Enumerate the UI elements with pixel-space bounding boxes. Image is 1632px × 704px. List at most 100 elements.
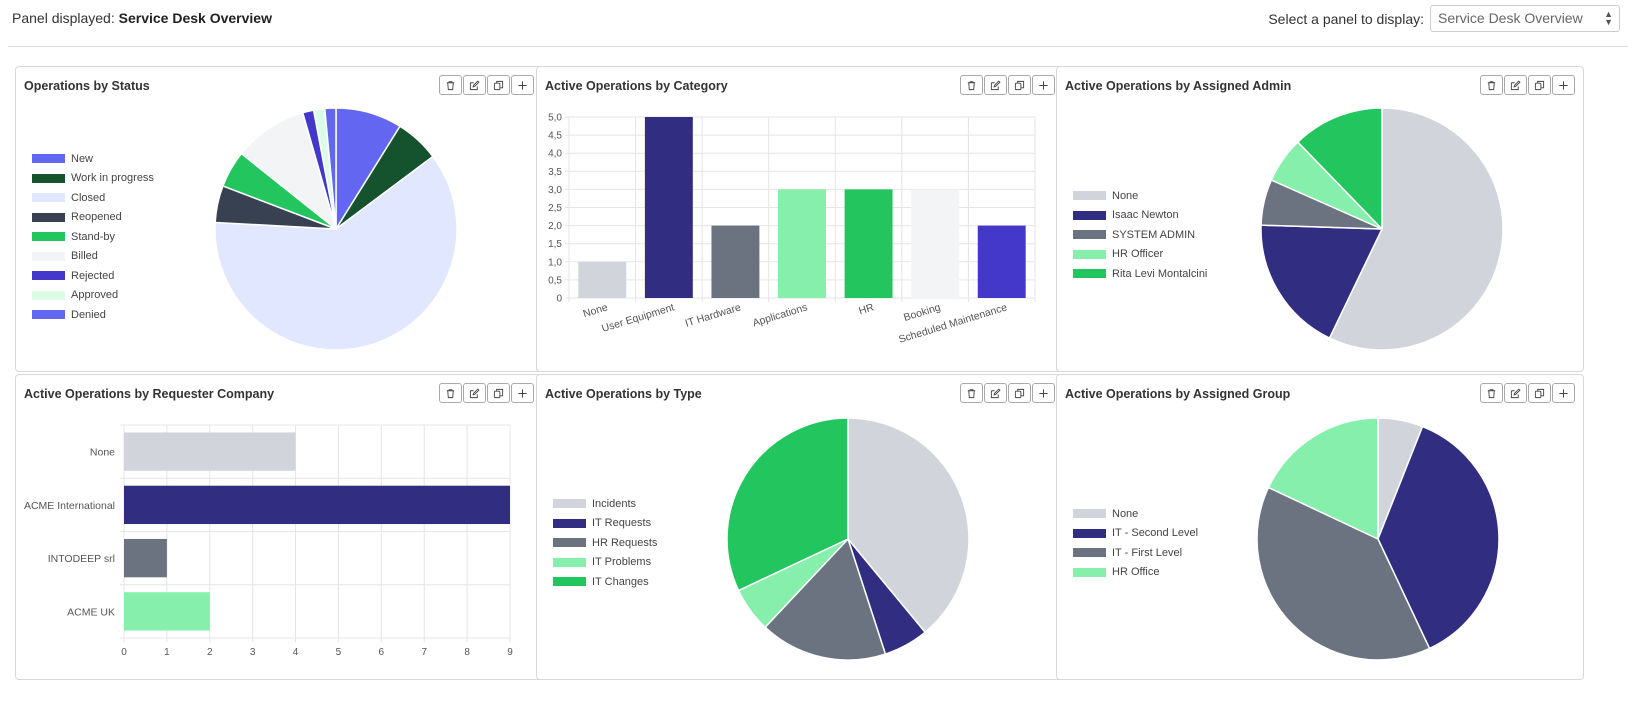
widget-title: Active Operations by Assigned Admin [1065, 79, 1292, 93]
pie-slice-denied[interactable] [323, 107, 337, 230]
edit-widget-button[interactable] [1504, 75, 1527, 95]
legend-item[interactable]: New [32, 149, 154, 169]
pie-slice-hr-office[interactable] [1267, 417, 1379, 541]
pie-slice-it-first-level[interactable] [1256, 486, 1431, 661]
trash-widget-button[interactable] [1480, 383, 1503, 403]
legend-item[interactable]: IT - Second Level [1073, 524, 1198, 544]
plus-widget-button[interactable] [1032, 75, 1055, 95]
legend-item[interactable]: IT - First Level [1073, 543, 1198, 563]
edit-widget-button[interactable] [1504, 383, 1527, 403]
edit-widget-button[interactable] [463, 75, 486, 95]
x-tick-label: 6 [379, 647, 385, 658]
legend-label: IT - First Level [1112, 546, 1183, 559]
edit-widget-button[interactable] [984, 75, 1007, 95]
x-tick-label: None [582, 301, 610, 320]
trash-widget-button[interactable] [1480, 75, 1503, 95]
x-tick-label: 9 [507, 647, 513, 658]
pie-slice-billed[interactable] [240, 111, 338, 232]
bar-intodeep-srl[interactable] [124, 538, 167, 578]
x-tick-label: Applications [751, 301, 809, 329]
x-tick-label: Booking [902, 301, 942, 324]
y-tick-label: INTODEEP srl [48, 553, 115, 565]
legend-item[interactable]: Work in progress [32, 169, 154, 189]
pie-slice-hr-requests[interactable] [764, 537, 887, 661]
pie-slice-it-second-level[interactable] [1377, 425, 1500, 650]
legend-item[interactable]: IT Problems [553, 553, 657, 573]
trash-widget-button[interactable] [439, 383, 462, 403]
legend-label: Billed [71, 250, 98, 263]
legend-item[interactable]: HR Requests [553, 533, 657, 553]
bar-applications[interactable] [778, 189, 826, 298]
bar-user-equipment[interactable] [644, 117, 693, 298]
copy-widget-button[interactable] [487, 383, 510, 403]
legend-item[interactable]: HR Office [1073, 563, 1198, 583]
legend-swatch [553, 557, 586, 567]
legend-item[interactable]: Incidents [553, 494, 657, 514]
legend-swatch [32, 154, 65, 164]
legend-swatch [32, 193, 65, 203]
legend-item[interactable]: None [1073, 186, 1207, 206]
pie-slice-none[interactable] [1328, 107, 1504, 351]
bar-scheduled-maintenance[interactable] [977, 225, 1026, 298]
widget-operations-by-status: Operations by Status New Work in progress… [15, 66, 543, 372]
y-tick-label: None [90, 447, 115, 459]
plus-widget-button[interactable] [511, 75, 534, 95]
legend-label: SYSTEM ADMIN [1112, 228, 1196, 241]
legend-item[interactable]: Denied [32, 305, 154, 325]
x-tick-label: User Equipment [600, 301, 676, 335]
plus-widget-button[interactable] [1552, 75, 1575, 95]
plus-widget-button[interactable] [1032, 383, 1055, 403]
copy-widget-button[interactable] [1528, 75, 1551, 95]
y-tick-label: 3,0 [548, 185, 562, 196]
legend-label: IT Changes [592, 575, 649, 588]
legend-item[interactable]: IT Requests [553, 514, 657, 534]
copy-widget-button[interactable] [487, 75, 510, 95]
chart-area: New Work in progress Closed Reopened Stand-b… [16, 103, 542, 371]
trash-widget-button[interactable] [960, 383, 983, 403]
legend-item[interactable]: Rejected [32, 266, 154, 286]
widget-title: Active Operations by Requester Company [24, 387, 275, 401]
legend-swatch [1073, 269, 1106, 279]
edit-icon [469, 79, 480, 90]
legend-item[interactable]: Reopened [32, 208, 154, 228]
legend-item[interactable]: HR Officer [1073, 245, 1207, 265]
pie-slice-closed[interactable] [214, 155, 458, 351]
legend-item[interactable]: Approved [32, 286, 154, 306]
edit-widget-button[interactable] [984, 383, 1007, 403]
copy-widget-button[interactable] [1008, 75, 1031, 95]
copy-widget-button[interactable] [1528, 383, 1551, 403]
pie-slice-rita-levi-montalcini[interactable] [1296, 107, 1383, 231]
x-tick-label: 4 [293, 647, 299, 658]
legend-item[interactable]: Billed [32, 247, 154, 267]
legend-item[interactable]: SYSTEM ADMIN [1073, 225, 1207, 245]
plus-widget-button[interactable] [511, 383, 534, 403]
copy-widget-button[interactable] [1008, 383, 1031, 403]
pie-slice-it-changes[interactable] [726, 417, 849, 592]
bar-hr[interactable] [844, 189, 893, 298]
bar-acme-international[interactable] [124, 485, 510, 525]
bar-acme-uk[interactable] [124, 592, 210, 631]
bar-none[interactable] [578, 261, 627, 298]
panel-select-value: Service Desk Overview [1438, 10, 1583, 26]
x-tick-label: IT Hardware [684, 301, 743, 329]
legend-swatch [1073, 210, 1106, 220]
trash-widget-button[interactable] [439, 75, 462, 95]
x-tick-label: 2 [207, 647, 213, 658]
bar-none[interactable] [124, 432, 296, 471]
legend-item[interactable]: Closed [32, 188, 154, 208]
legend-item[interactable]: None [1073, 504, 1198, 524]
legend-label: Approved [71, 289, 119, 302]
legend-item[interactable]: IT Changes [553, 572, 657, 592]
pie-slice-isaac-newton[interactable] [1260, 224, 1384, 340]
bar-it-hardware[interactable] [711, 225, 760, 298]
legend-item[interactable]: Rita Levi Montalcini [1073, 264, 1207, 284]
legend-item[interactable]: Stand-by [32, 227, 154, 247]
legend-item[interactable]: Isaac Newton [1073, 206, 1207, 226]
edit-widget-button[interactable] [463, 383, 486, 403]
trash-widget-button[interactable] [960, 75, 983, 95]
panel-select[interactable]: Service Desk Overview ▲ ▼ [1430, 5, 1620, 32]
legend-label: New [71, 152, 94, 165]
plus-widget-button[interactable] [1552, 383, 1575, 403]
pie-slice-incidents[interactable] [847, 417, 970, 634]
bar-booking[interactable] [911, 189, 960, 298]
